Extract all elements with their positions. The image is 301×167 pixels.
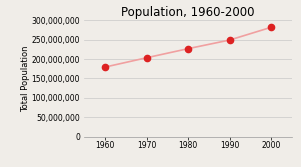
Y-axis label: Total Population: Total Population bbox=[21, 45, 30, 112]
Point bbox=[227, 39, 232, 41]
Point bbox=[103, 66, 107, 68]
Title: Population, 1960-2000: Population, 1960-2000 bbox=[121, 6, 255, 19]
Point bbox=[144, 56, 149, 59]
Point bbox=[186, 47, 191, 50]
Point bbox=[269, 26, 274, 29]
